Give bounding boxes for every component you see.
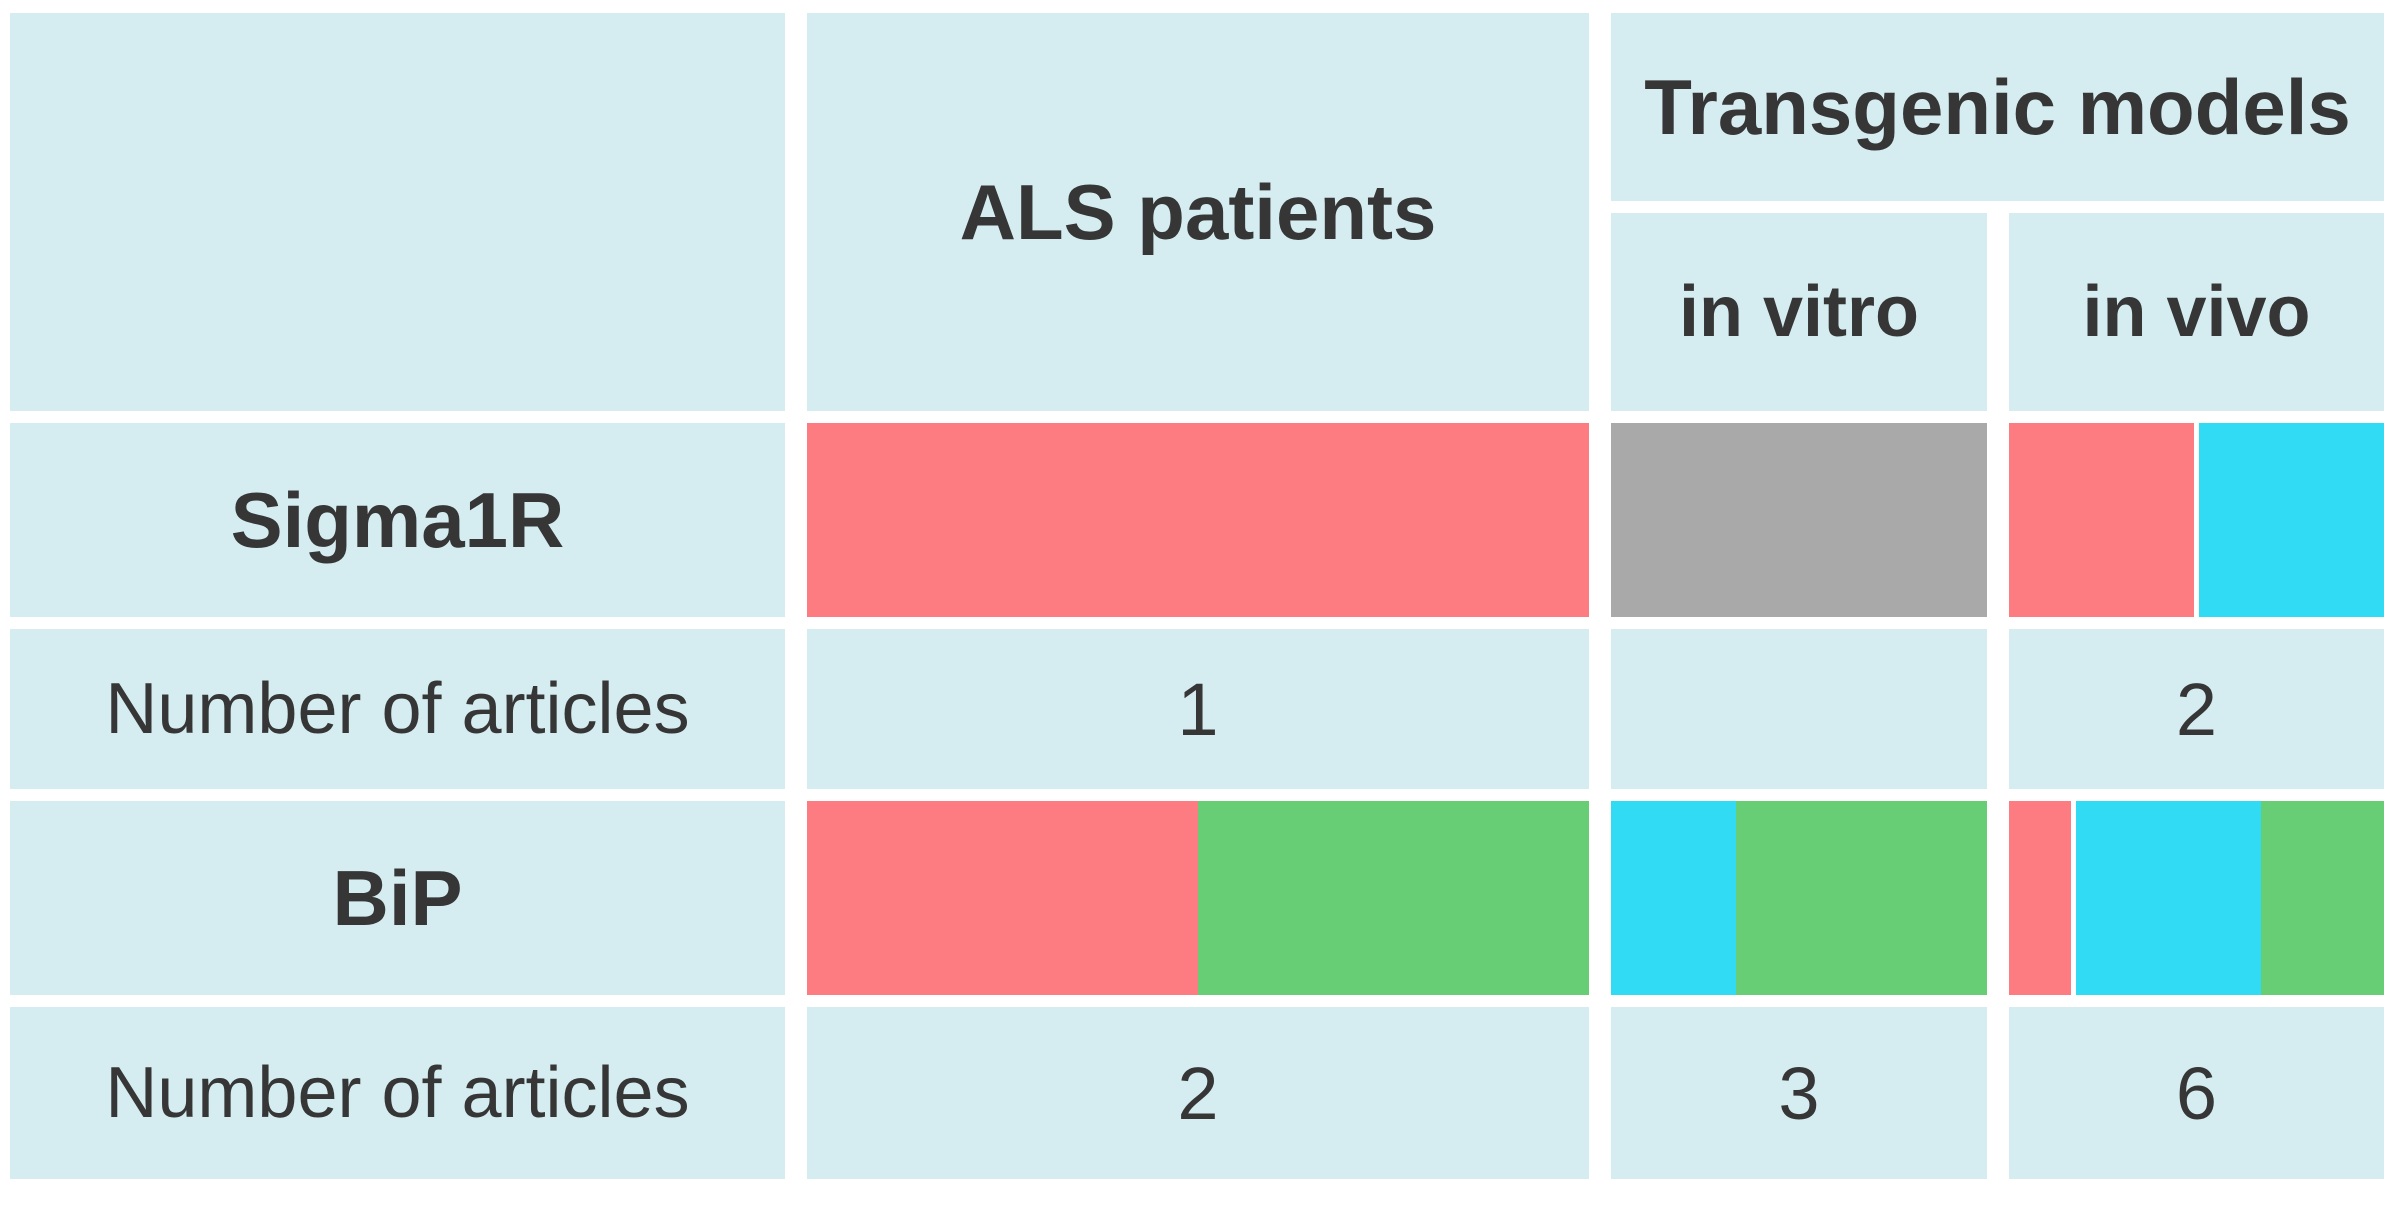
bar-sigma1r-als-patients	[807, 423, 1589, 617]
row-label-sigma1r: Sigma1R	[10, 423, 785, 617]
header-transgenic-models: Transgenic models	[1611, 13, 2384, 201]
bar-sigma1r-in-vivo	[2009, 423, 2384, 617]
row-label-bip: BiP	[10, 801, 785, 995]
count-sigma1r-als-patients: 1	[807, 629, 1589, 789]
green-bar-segment	[1736, 801, 1987, 995]
bar-sigma1r-in-vitro	[1611, 423, 1987, 617]
row-label-number-of-articles-bip: Number of articles	[10, 1007, 785, 1179]
bar-bip-in-vivo	[2009, 801, 2384, 995]
count-sigma1r-in-vitro	[1611, 629, 1987, 789]
header-als-patients: ALS patients	[807, 13, 1589, 411]
row-label-number-of-articles-sigma1r: Number of articles	[10, 629, 785, 789]
green-bar-segment	[2260, 801, 2384, 995]
count-bip-als-patients: 2	[807, 1007, 1589, 1179]
cyan-bar-segment	[1611, 801, 1737, 995]
red-bar-segment	[807, 801, 1198, 995]
header-in-vitro: in vitro	[1611, 213, 1987, 411]
header-in-vivo: in vivo	[2009, 213, 2384, 411]
corner-cell	[10, 13, 785, 411]
count-bip-in-vivo: 6	[2009, 1007, 2384, 1179]
bar-bip-in-vitro	[1611, 801, 1987, 995]
red-bar-segment	[2009, 801, 2071, 995]
gray-bar-segment	[1611, 423, 1987, 617]
green-bar-segment	[1198, 801, 1589, 995]
bar-bip-als-patients	[807, 801, 1589, 995]
cyan-bar-segment	[2199, 423, 2384, 617]
cyan-bar-segment	[2075, 801, 2261, 995]
red-bar-segment	[2009, 423, 2194, 617]
count-bip-in-vitro: 3	[1611, 1007, 1987, 1179]
count-sigma1r-in-vivo: 2	[2009, 629, 2384, 789]
red-bar-segment	[807, 423, 1589, 617]
